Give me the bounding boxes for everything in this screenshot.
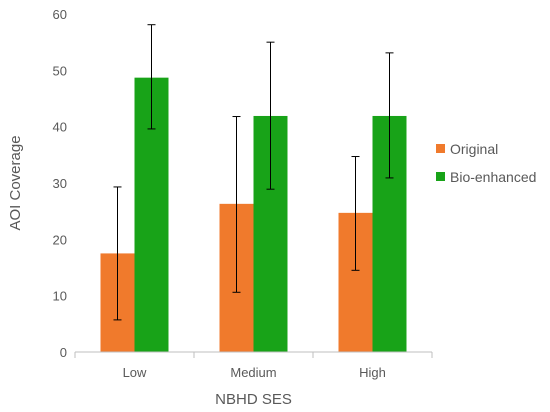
- x-axis-title: NBHD SES: [215, 391, 292, 408]
- bars: [100, 77, 407, 352]
- legend-swatch-bio-enhanced: [436, 172, 445, 181]
- x-tick-label: High: [359, 365, 386, 380]
- y-axis-ticks: 0 10 20 30 40 50 60: [53, 7, 67, 360]
- y-axis-title: AOI Coverage: [7, 135, 24, 230]
- x-axis-ticks: Low Medium High: [123, 365, 386, 380]
- x-axis-category-separators: [74, 352, 433, 358]
- x-tick-label: Medium: [230, 365, 276, 380]
- x-tick-label: Low: [123, 365, 147, 380]
- legend: Original Bio-enhanced: [436, 141, 536, 185]
- y-tick-label: 30: [53, 176, 67, 191]
- y-tick-label: 50: [53, 63, 67, 78]
- legend-label-original: Original: [450, 141, 498, 157]
- y-tick-label: 40: [53, 120, 67, 135]
- y-tick-label: 60: [53, 7, 67, 22]
- legend-label-bio-enhanced: Bio-enhanced: [450, 169, 536, 185]
- y-tick-label: 20: [53, 232, 67, 247]
- y-tick-label: 10: [53, 289, 67, 304]
- error-bars: [113, 24, 394, 321]
- legend-swatch-original: [436, 144, 445, 153]
- y-tick-label: 0: [60, 345, 67, 360]
